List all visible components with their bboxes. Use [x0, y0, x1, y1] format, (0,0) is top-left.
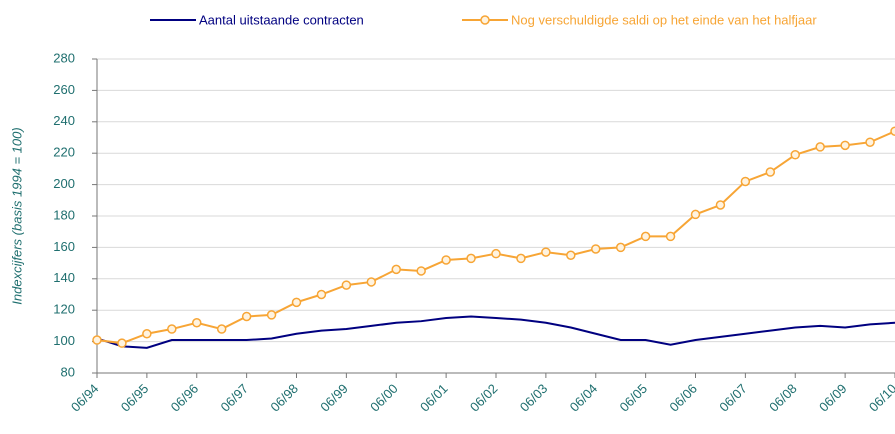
x-tick-label: 06/05 [617, 381, 651, 415]
marker [92, 335, 102, 345]
x-tick-label: 06/07 [716, 381, 750, 415]
marker [441, 255, 451, 265]
marker [216, 324, 227, 334]
marker [391, 264, 401, 275]
marker [890, 126, 895, 136]
marker [815, 142, 825, 152]
marker [591, 244, 601, 254]
y-tick-label: 100 [53, 333, 75, 348]
marker [142, 329, 152, 339]
marker [491, 248, 501, 259]
x-tick-label: 06/01 [417, 381, 451, 415]
marker [167, 324, 177, 334]
marker [690, 209, 701, 220]
y-tick-label: 120 [53, 302, 75, 317]
y-tick-label: 260 [53, 82, 75, 97]
series-line [96, 315, 895, 349]
marker [865, 137, 875, 147]
legend-marker [480, 15, 490, 25]
marker [790, 150, 800, 160]
marker [615, 242, 626, 253]
x-tick-label: 06/99 [317, 381, 351, 415]
y-tick-label: 200 [53, 176, 75, 191]
marker [316, 289, 327, 300]
y-tick-label: 180 [53, 207, 75, 222]
x-tick-label: 06/06 [666, 381, 700, 415]
x-tick-label: 06/98 [267, 381, 301, 415]
marker [740, 176, 751, 187]
x-tick-label: 06/02 [467, 381, 501, 415]
y-tick-label: 140 [53, 270, 75, 285]
y-tick-label: 280 [53, 50, 75, 65]
marker [765, 167, 776, 177]
marker [566, 250, 576, 260]
marker [516, 253, 526, 264]
x-tick-label: 06/00 [367, 381, 401, 415]
x-tick-label: 06/95 [118, 381, 152, 415]
series-line [96, 130, 895, 345]
y-tick-label: 240 [53, 113, 75, 128]
marker [366, 277, 377, 287]
x-tick-label: 06/94 [68, 381, 102, 415]
x-tick-label: 06/03 [517, 381, 551, 415]
x-tick-label: 06/04 [567, 381, 601, 415]
x-tick-label: 06/10 [866, 381, 895, 415]
x-tick-label: 06/97 [218, 381, 252, 415]
x-tick-label: 06/96 [168, 381, 202, 415]
x-tick-label: 06/09 [816, 381, 850, 415]
marker [541, 247, 551, 257]
marker [640, 231, 651, 242]
y-tick-label: 220 [53, 145, 75, 160]
marker [266, 310, 277, 320]
marker [840, 140, 850, 151]
marker [416, 266, 426, 276]
marker [665, 231, 676, 242]
x-tick-label: 06/08 [766, 381, 800, 415]
legend-label: Nog verschuldigde saldi op het einde van… [511, 12, 817, 27]
marker [117, 338, 127, 348]
y-tick-label: 160 [53, 239, 75, 254]
y-tick-label: 80 [61, 364, 75, 379]
marker [291, 297, 302, 308]
marker [715, 200, 726, 210]
marker [341, 280, 352, 290]
marker [241, 311, 252, 322]
marker [466, 253, 476, 264]
legend-label: Aantal uitstaande contracten [199, 12, 364, 27]
y-axis-label: Indexcijfers (basis 1994 = 100) [9, 127, 24, 304]
marker [192, 318, 202, 328]
